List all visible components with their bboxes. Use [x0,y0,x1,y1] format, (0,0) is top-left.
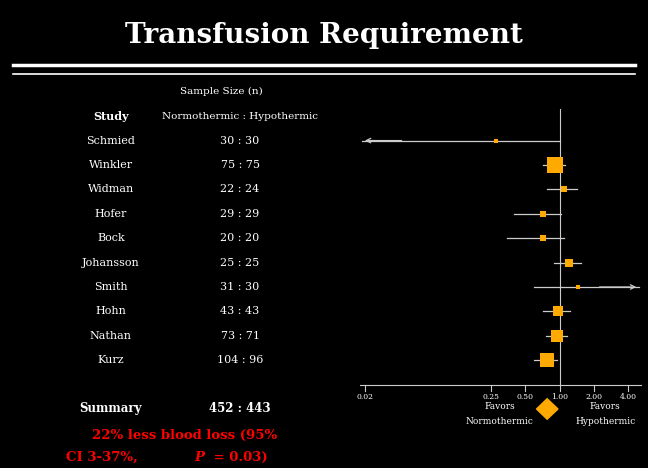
Text: 31 : 30: 31 : 30 [220,282,260,292]
Text: Smith: Smith [94,282,128,292]
Text: Hofer: Hofer [95,209,127,219]
Text: 1.00: 1.00 [551,393,568,401]
Polygon shape [537,399,558,419]
Text: 43 : 43: 43 : 43 [220,307,260,316]
Text: Kurz: Kurz [97,355,124,365]
Text: 25 : 25: 25 : 25 [220,257,260,268]
Text: Schmied: Schmied [86,136,135,146]
Text: 104 : 96: 104 : 96 [217,355,263,365]
Text: 0.02: 0.02 [356,393,373,401]
Text: 22 : 24: 22 : 24 [220,184,260,194]
Text: Nathan: Nathan [90,331,132,341]
Text: Normothermic: Normothermic [466,417,533,426]
Text: 0.50: 0.50 [516,393,533,401]
Text: 20 : 20: 20 : 20 [220,233,260,243]
Text: Hohn: Hohn [95,307,126,316]
Text: Transfusion Requirement: Transfusion Requirement [125,22,523,49]
Text: 2.00: 2.00 [586,393,603,401]
Text: 30 : 30: 30 : 30 [220,136,260,146]
Text: Hypothermic: Hypothermic [575,417,635,426]
Text: Summary: Summary [80,402,142,416]
Text: Favors: Favors [590,402,621,411]
Text: 452 : 443: 452 : 443 [209,402,271,416]
Text: = 0.03): = 0.03) [209,451,268,464]
Text: 0.25: 0.25 [482,393,499,401]
Text: P: P [194,451,204,464]
Text: 73 : 71: 73 : 71 [220,331,260,341]
Text: Widman: Widman [87,184,134,194]
Text: Winkler: Winkler [89,160,133,170]
Text: 22% less blood loss (95%: 22% less blood loss (95% [92,429,277,442]
Text: 75 : 75: 75 : 75 [220,160,260,170]
Text: CI 3-37%,: CI 3-37%, [67,451,143,464]
Text: Normothermic : Hypothermic: Normothermic : Hypothermic [162,112,318,121]
Text: Favors: Favors [484,402,515,411]
Text: Johansson: Johansson [82,257,140,268]
Text: 4.00: 4.00 [620,393,637,401]
Text: Study: Study [93,110,128,122]
Text: Sample Size (n): Sample Size (n) [180,87,263,96]
Text: 29 : 29: 29 : 29 [220,209,260,219]
Text: Bock: Bock [97,233,124,243]
